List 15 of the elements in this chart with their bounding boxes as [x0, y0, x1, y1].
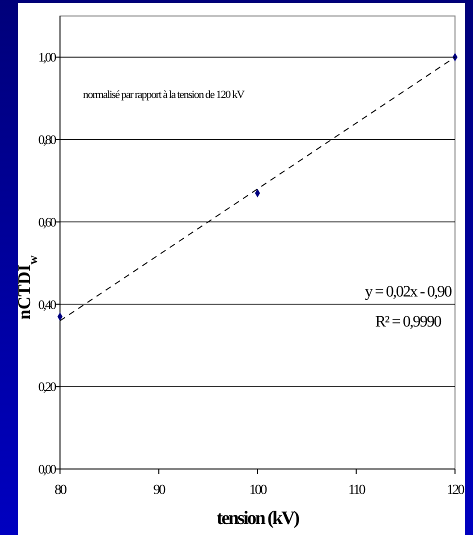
x-axis-title: tension (kV) — [216, 508, 300, 529]
x-tick-label: 100 — [249, 483, 268, 498]
y-tick-label: 0,60 — [38, 214, 56, 230]
y-tick-label: 1,00 — [38, 50, 56, 65]
y-tick-label: 0,00 — [38, 462, 56, 477]
x-tick-label: 110 — [348, 483, 366, 498]
y-tick-label: 0,40 — [38, 296, 56, 312]
x-tick-label: 80 — [54, 483, 67, 498]
annotation: R² = 0,9990 — [375, 313, 442, 330]
annotation: y = 0,02x - 0,90 — [364, 283, 452, 300]
x-tick-label: 120 — [446, 483, 465, 498]
y-tick-label: 0,20 — [38, 379, 56, 394]
x-tick-label: 90 — [153, 483, 166, 498]
y-tick-label: 0,80 — [38, 132, 56, 148]
annotation: normalisé par rapport à la tension de 120 kV — [83, 89, 245, 101]
